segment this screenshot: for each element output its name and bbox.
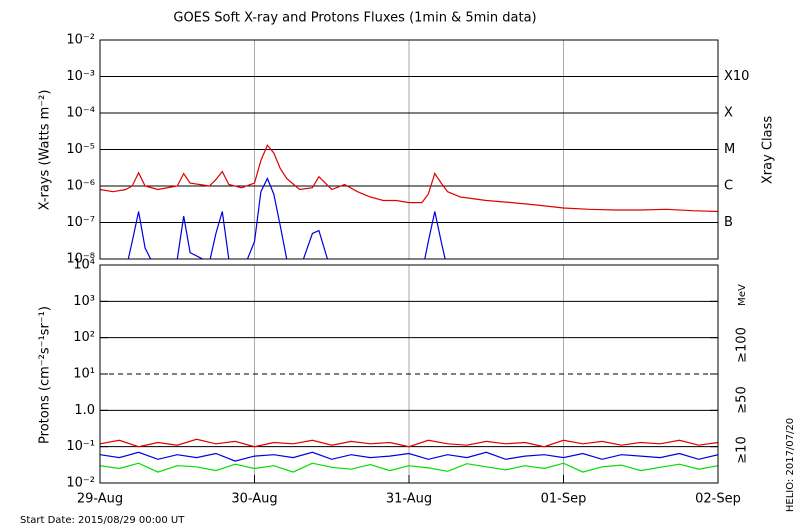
x-tick-label: 02-Sep bbox=[695, 492, 741, 507]
y2-tick-label: M bbox=[724, 142, 735, 157]
y-axis-label: X-rays (Watts m⁻²) bbox=[38, 90, 53, 211]
x-tick-label: 30-Aug bbox=[231, 492, 277, 507]
y-tick-label: 10⁻¹ bbox=[66, 439, 95, 454]
y-tick-label: 1.0 bbox=[74, 403, 95, 418]
stamp: HELIO: 2017/07/20 bbox=[785, 418, 796, 512]
plot-frame bbox=[99, 264, 719, 484]
series-line bbox=[100, 438, 718, 448]
unit-label: MeV bbox=[737, 284, 748, 306]
series-line bbox=[100, 462, 718, 473]
y-tick-label: 10² bbox=[73, 330, 95, 345]
legend-label: ≥100 bbox=[735, 327, 750, 363]
x-tick-label: 31-Aug bbox=[386, 492, 432, 507]
y-tick-label: 10⁻³ bbox=[66, 69, 95, 84]
y-tick-label: 10³ bbox=[73, 294, 95, 309]
y-tick-label: 10⁻⁸ bbox=[66, 252, 95, 267]
y-tick-label: 10⁻² bbox=[66, 476, 95, 491]
y2-axis-label: Xray Class bbox=[761, 116, 776, 184]
series-line bbox=[100, 144, 718, 213]
y-tick-label: 10⁻⁶ bbox=[66, 179, 95, 194]
y2-tick-label: X bbox=[724, 106, 733, 121]
x-tick-label: 01-Sep bbox=[541, 492, 587, 507]
series-line bbox=[127, 177, 446, 259]
y-tick-label: 10⁴ bbox=[73, 258, 95, 273]
footnote: Start Date: 2015/08/29 00:00 UT bbox=[20, 515, 185, 526]
series-line bbox=[100, 451, 718, 462]
y-tick-label: 10⁻⁵ bbox=[66, 142, 95, 157]
y2-tick-label: X10 bbox=[724, 69, 749, 84]
y-axis-label: Protons (cm⁻²s⁻¹sr⁻¹) bbox=[38, 306, 53, 444]
y-tick-label: 10¹ bbox=[73, 367, 95, 382]
chart-title: GOES Soft X-ray and Protons Fluxes (1min… bbox=[173, 11, 536, 26]
legend-label: ≥50 bbox=[735, 386, 750, 413]
y-tick-label: 10⁻⁴ bbox=[66, 106, 95, 121]
plot-area bbox=[100, 144, 718, 259]
y2-tick-label: B bbox=[724, 215, 733, 230]
plot-area bbox=[100, 438, 718, 473]
plot-frame bbox=[99, 39, 719, 260]
y-tick-label: 10⁻⁷ bbox=[66, 215, 95, 230]
legend-label: ≥10 bbox=[735, 436, 750, 463]
y-tick-label: 10⁻² bbox=[66, 33, 95, 48]
y2-tick-label: C bbox=[724, 179, 733, 194]
x-tick-label: 29-Aug bbox=[77, 492, 123, 507]
